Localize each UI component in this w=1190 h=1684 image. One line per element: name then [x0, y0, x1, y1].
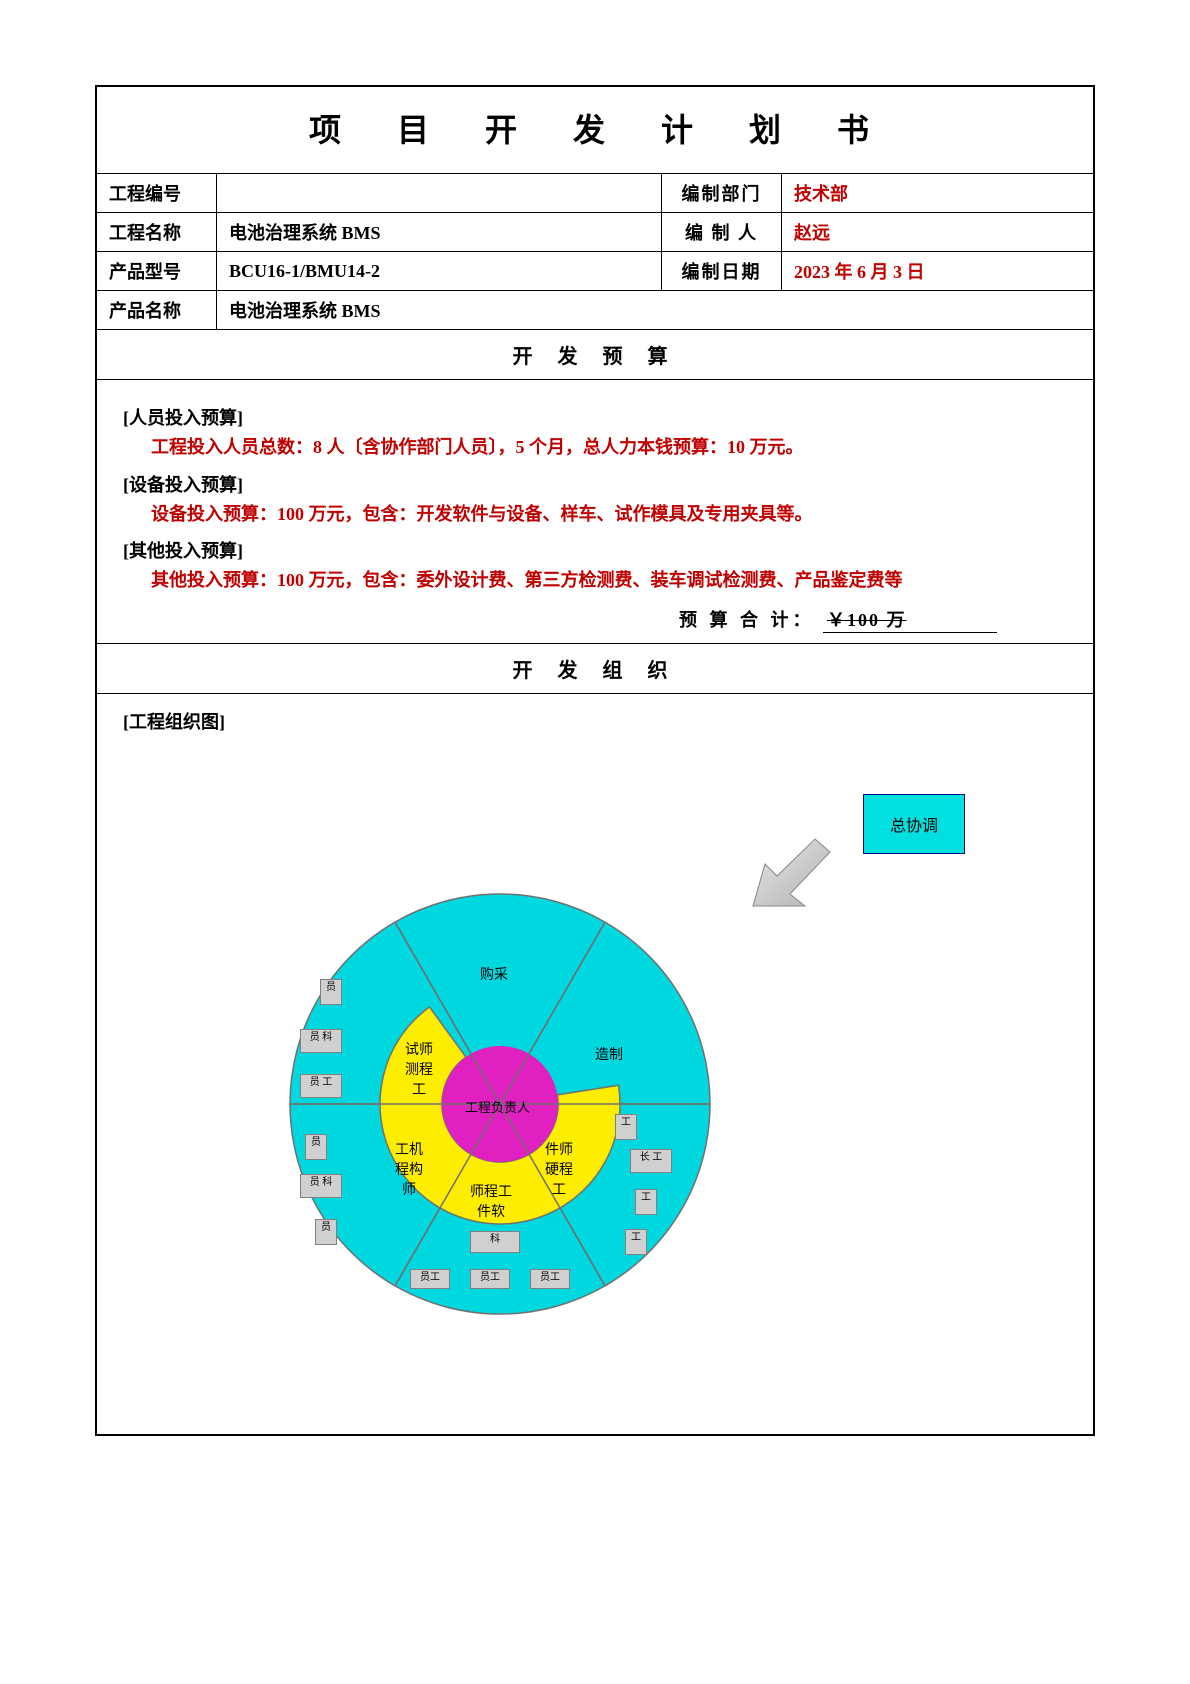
- org-chart: 总协调: [205, 794, 985, 1394]
- label-date: 编制日期: [662, 252, 782, 291]
- value-project-name: 电池治理系统 BMS: [217, 213, 662, 252]
- coordinator-box: 总协调: [863, 794, 965, 854]
- value-project-no: [217, 174, 662, 213]
- budget-h1: [人员投入预算]: [123, 404, 1067, 430]
- seg-2: 件师 硬程 工: [545, 1139, 573, 1199]
- label-author: 编 制 人: [662, 213, 782, 252]
- box-r2: 工: [635, 1189, 657, 1215]
- value-product-name: 电池治理系统 BMS: [217, 291, 1094, 330]
- org-section-title: 开 发 组 织: [97, 644, 1093, 694]
- budget-total-label: 预 算 合 计：: [679, 610, 815, 630]
- budget-t3: 其他投入预算：100 万元，包含：委外设计费、第三方检测费、装车调试检测费、产品…: [151, 565, 1067, 596]
- value-author: 赵远: [782, 213, 1094, 252]
- box-l2: 员 工: [300, 1074, 342, 1098]
- value-date: 2023 年 6 月 3 日: [782, 252, 1094, 291]
- value-dept: 技术部: [782, 174, 1094, 213]
- seg-3: 师程工 件软: [470, 1181, 512, 1221]
- box-mid: 科: [470, 1231, 520, 1253]
- value-product-model: BCU16-1/BMU14-2: [217, 252, 662, 291]
- center-label: 工程负责人: [465, 1097, 530, 1116]
- label-project-no: 工程编号: [97, 174, 217, 213]
- box-b1: 员工: [470, 1269, 510, 1289]
- box-l3: 员: [305, 1134, 327, 1160]
- seg-1: 造制: [595, 1044, 623, 1064]
- box-l0: 员: [320, 979, 342, 1005]
- box-l4: 员 科: [300, 1174, 342, 1198]
- label-dept: 编制部门: [662, 174, 782, 213]
- budget-t1: 工程投入人员总数：8 人〔含协作部门人员〕，5 个月，总人力本钱预算：10 万元…: [151, 432, 1067, 463]
- box-r3: 工: [625, 1229, 647, 1255]
- box-r1: 长 工: [630, 1149, 672, 1173]
- box-l1: 员 科: [300, 1029, 342, 1053]
- arrow-icon: [735, 834, 845, 914]
- seg-4: 工机 程构 师: [395, 1139, 423, 1199]
- box-b0: 员工: [410, 1269, 450, 1289]
- header-table: 工程编号 编制部门 技术部 工程名称 电池治理系统 BMS 编 制 人 赵远 产…: [97, 174, 1093, 330]
- budget-h3: [其他投入预算]: [123, 537, 1067, 563]
- budget-t2: 设备投入预算：100 万元，包含：开发软件与设备、样车、试作模具及专用夹具等。: [151, 499, 1067, 530]
- budget-body: [人员投入预算] 工程投入人员总数：8 人〔含协作部门人员〕，5 个月，总人力本…: [97, 380, 1093, 644]
- box-b2: 员工: [530, 1269, 570, 1289]
- seg-0: 购采: [480, 964, 508, 984]
- label-product-model: 产品型号: [97, 252, 217, 291]
- org-label: [工程组织图]: [123, 708, 1067, 734]
- budget-total-value: ￥100 万: [827, 610, 907, 630]
- doc-title: 项 目 开 发 计 划 书: [97, 87, 1093, 174]
- budget-h2: [设备投入预算]: [123, 471, 1067, 497]
- budget-section-title: 开 发 预 算: [97, 330, 1093, 380]
- box-r0: 工: [615, 1114, 637, 1140]
- label-project-name: 工程名称: [97, 213, 217, 252]
- label-product-name: 产品名称: [97, 291, 217, 330]
- seg-5: 试师 测程 工: [405, 1039, 433, 1099]
- box-l5: 员: [315, 1219, 337, 1245]
